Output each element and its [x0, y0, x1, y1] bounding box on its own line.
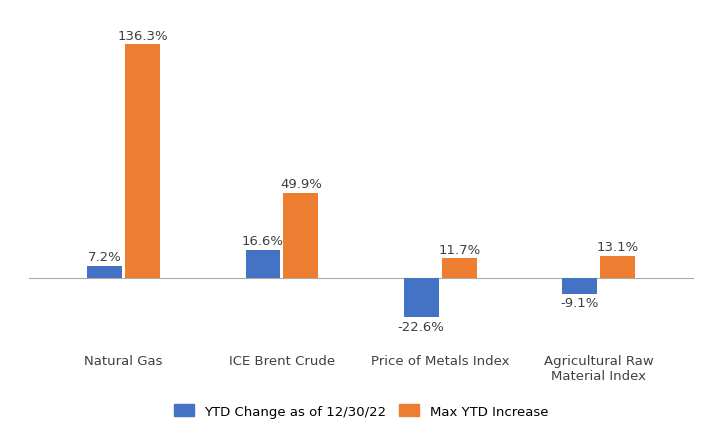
- Bar: [245, 250, 280, 279]
- Bar: [600, 256, 635, 279]
- Bar: [404, 279, 438, 317]
- Text: -9.1%: -9.1%: [561, 297, 598, 310]
- Bar: [125, 45, 160, 279]
- Legend: YTD Change as of 12/30/22, Max YTD Increase: YTD Change as of 12/30/22, Max YTD Incre…: [169, 399, 553, 423]
- Bar: [442, 259, 477, 279]
- Bar: [283, 193, 318, 279]
- Text: 49.9%: 49.9%: [280, 178, 322, 191]
- Bar: [87, 266, 122, 279]
- Text: 16.6%: 16.6%: [242, 235, 284, 247]
- Text: 11.7%: 11.7%: [438, 243, 480, 256]
- Bar: [562, 279, 597, 294]
- Text: 7.2%: 7.2%: [88, 251, 122, 263]
- Text: -22.6%: -22.6%: [398, 320, 445, 333]
- Text: 136.3%: 136.3%: [117, 30, 168, 43]
- Text: 13.1%: 13.1%: [596, 240, 638, 253]
